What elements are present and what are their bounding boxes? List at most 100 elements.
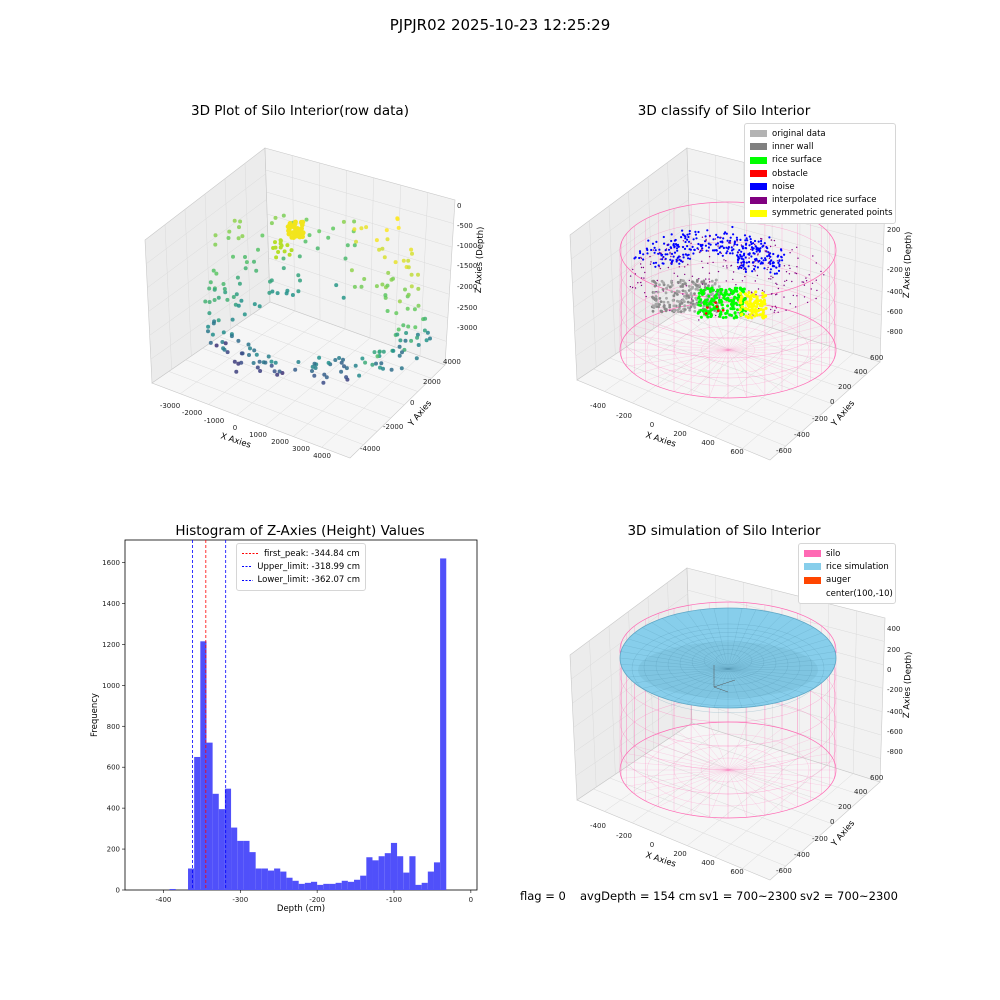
silo-floor-wire (727, 769, 835, 779)
scatter-point (691, 280, 694, 284)
tick-label: 400 (701, 859, 714, 867)
scatter-point (653, 284, 657, 288)
surface-mesh-wire (727, 611, 770, 670)
scatter-point (646, 252, 649, 255)
scatter-point (385, 237, 390, 242)
scatter-point (783, 265, 786, 267)
scatter-point (713, 282, 717, 285)
histogram-bar (237, 840, 244, 890)
scatter-point (760, 239, 763, 243)
scatter-point (406, 324, 411, 329)
scatter-point (663, 242, 666, 245)
scatter-point (413, 325, 418, 330)
scatter-point (211, 268, 216, 273)
gridline (604, 731, 720, 812)
scatter-point (372, 350, 377, 355)
scatter-point (711, 303, 715, 307)
legend-item: noise (750, 180, 890, 193)
scatter-point (415, 335, 420, 340)
tick-label: -400 (155, 896, 171, 904)
legend-item: silo (804, 547, 890, 560)
scatter-point (374, 238, 379, 243)
scatter-point (652, 262, 655, 265)
scatter-point (226, 236, 231, 240)
scatter-point (304, 217, 309, 222)
tick-label: 0 (650, 421, 654, 429)
scatter-point (735, 303, 739, 307)
tick-label: 600 (870, 354, 883, 362)
scatter-point (675, 260, 678, 263)
scatter-point (688, 279, 690, 282)
tick-label: 1000 (249, 431, 267, 439)
scatter-point (409, 272, 414, 277)
silo-floor-wire (727, 724, 766, 771)
scatter-point (231, 295, 236, 299)
scatter-point (223, 341, 228, 346)
tick-label: -400 (590, 822, 606, 830)
tick-label: 800 (107, 723, 120, 731)
silo-floor-wire (634, 349, 729, 375)
silo-floor-wire (727, 722, 747, 771)
scatter-point (645, 295, 647, 298)
scatter-point (682, 256, 685, 259)
scatter-point (673, 304, 677, 308)
scatter-point (693, 310, 697, 313)
scatter-point (740, 264, 743, 267)
tick-label: 0 (650, 841, 654, 849)
scatter-point (688, 257, 692, 260)
tick-label: 400 (701, 439, 714, 447)
tick-label: 600 (870, 774, 883, 782)
scatter-point (638, 250, 642, 253)
scatter-point (377, 247, 382, 252)
scatter-point (753, 261, 755, 263)
scatter-point (715, 314, 717, 317)
scatter-point (762, 259, 765, 262)
silo-floor-wire (621, 349, 729, 359)
scatter-point (729, 252, 732, 255)
scatter-point (745, 247, 748, 250)
scatter-point (682, 293, 684, 295)
scatter-point (730, 265, 732, 267)
scatter-point (690, 295, 694, 299)
scatter-point (660, 254, 663, 257)
scatter-point (700, 291, 704, 295)
scatter-point (380, 246, 385, 251)
tick-label: -600 (776, 447, 792, 455)
scatter-point (640, 263, 642, 265)
scatter-point (776, 260, 779, 262)
gridline (715, 155, 720, 312)
scatter-point (706, 229, 709, 232)
scatter-point (769, 255, 772, 258)
scatter-point (789, 252, 791, 254)
gridline (575, 696, 692, 777)
scatter-point (755, 246, 758, 249)
scatter-point (640, 284, 643, 287)
scatter-point (310, 364, 315, 369)
scatter-point (740, 266, 743, 270)
scatter-point (768, 278, 770, 280)
scatter-point (723, 259, 725, 261)
gridline (267, 235, 450, 295)
scatter-point (754, 265, 757, 268)
scatter-point (691, 245, 694, 248)
scatter-point (746, 239, 749, 242)
scatter-point (681, 229, 684, 232)
scatter-point (406, 258, 411, 263)
surface-mesh-wire (623, 668, 729, 672)
scatter-point (757, 240, 760, 243)
scatter-point (629, 275, 632, 277)
scatter-point (719, 240, 722, 243)
scatter-point (753, 308, 757, 312)
scatter-point (286, 224, 292, 230)
tick-label: -2000 (182, 409, 202, 417)
legend-swatch (804, 576, 821, 584)
tick-label: 400 (107, 805, 120, 813)
scatter-point (693, 248, 696, 251)
scatter-point (718, 297, 721, 299)
scatter-point (722, 265, 724, 267)
scatter-point (725, 292, 729, 296)
scatter-point (674, 238, 677, 242)
scatter-point (649, 255, 651, 258)
scatter-point (683, 294, 686, 298)
scatter-point (633, 257, 636, 260)
